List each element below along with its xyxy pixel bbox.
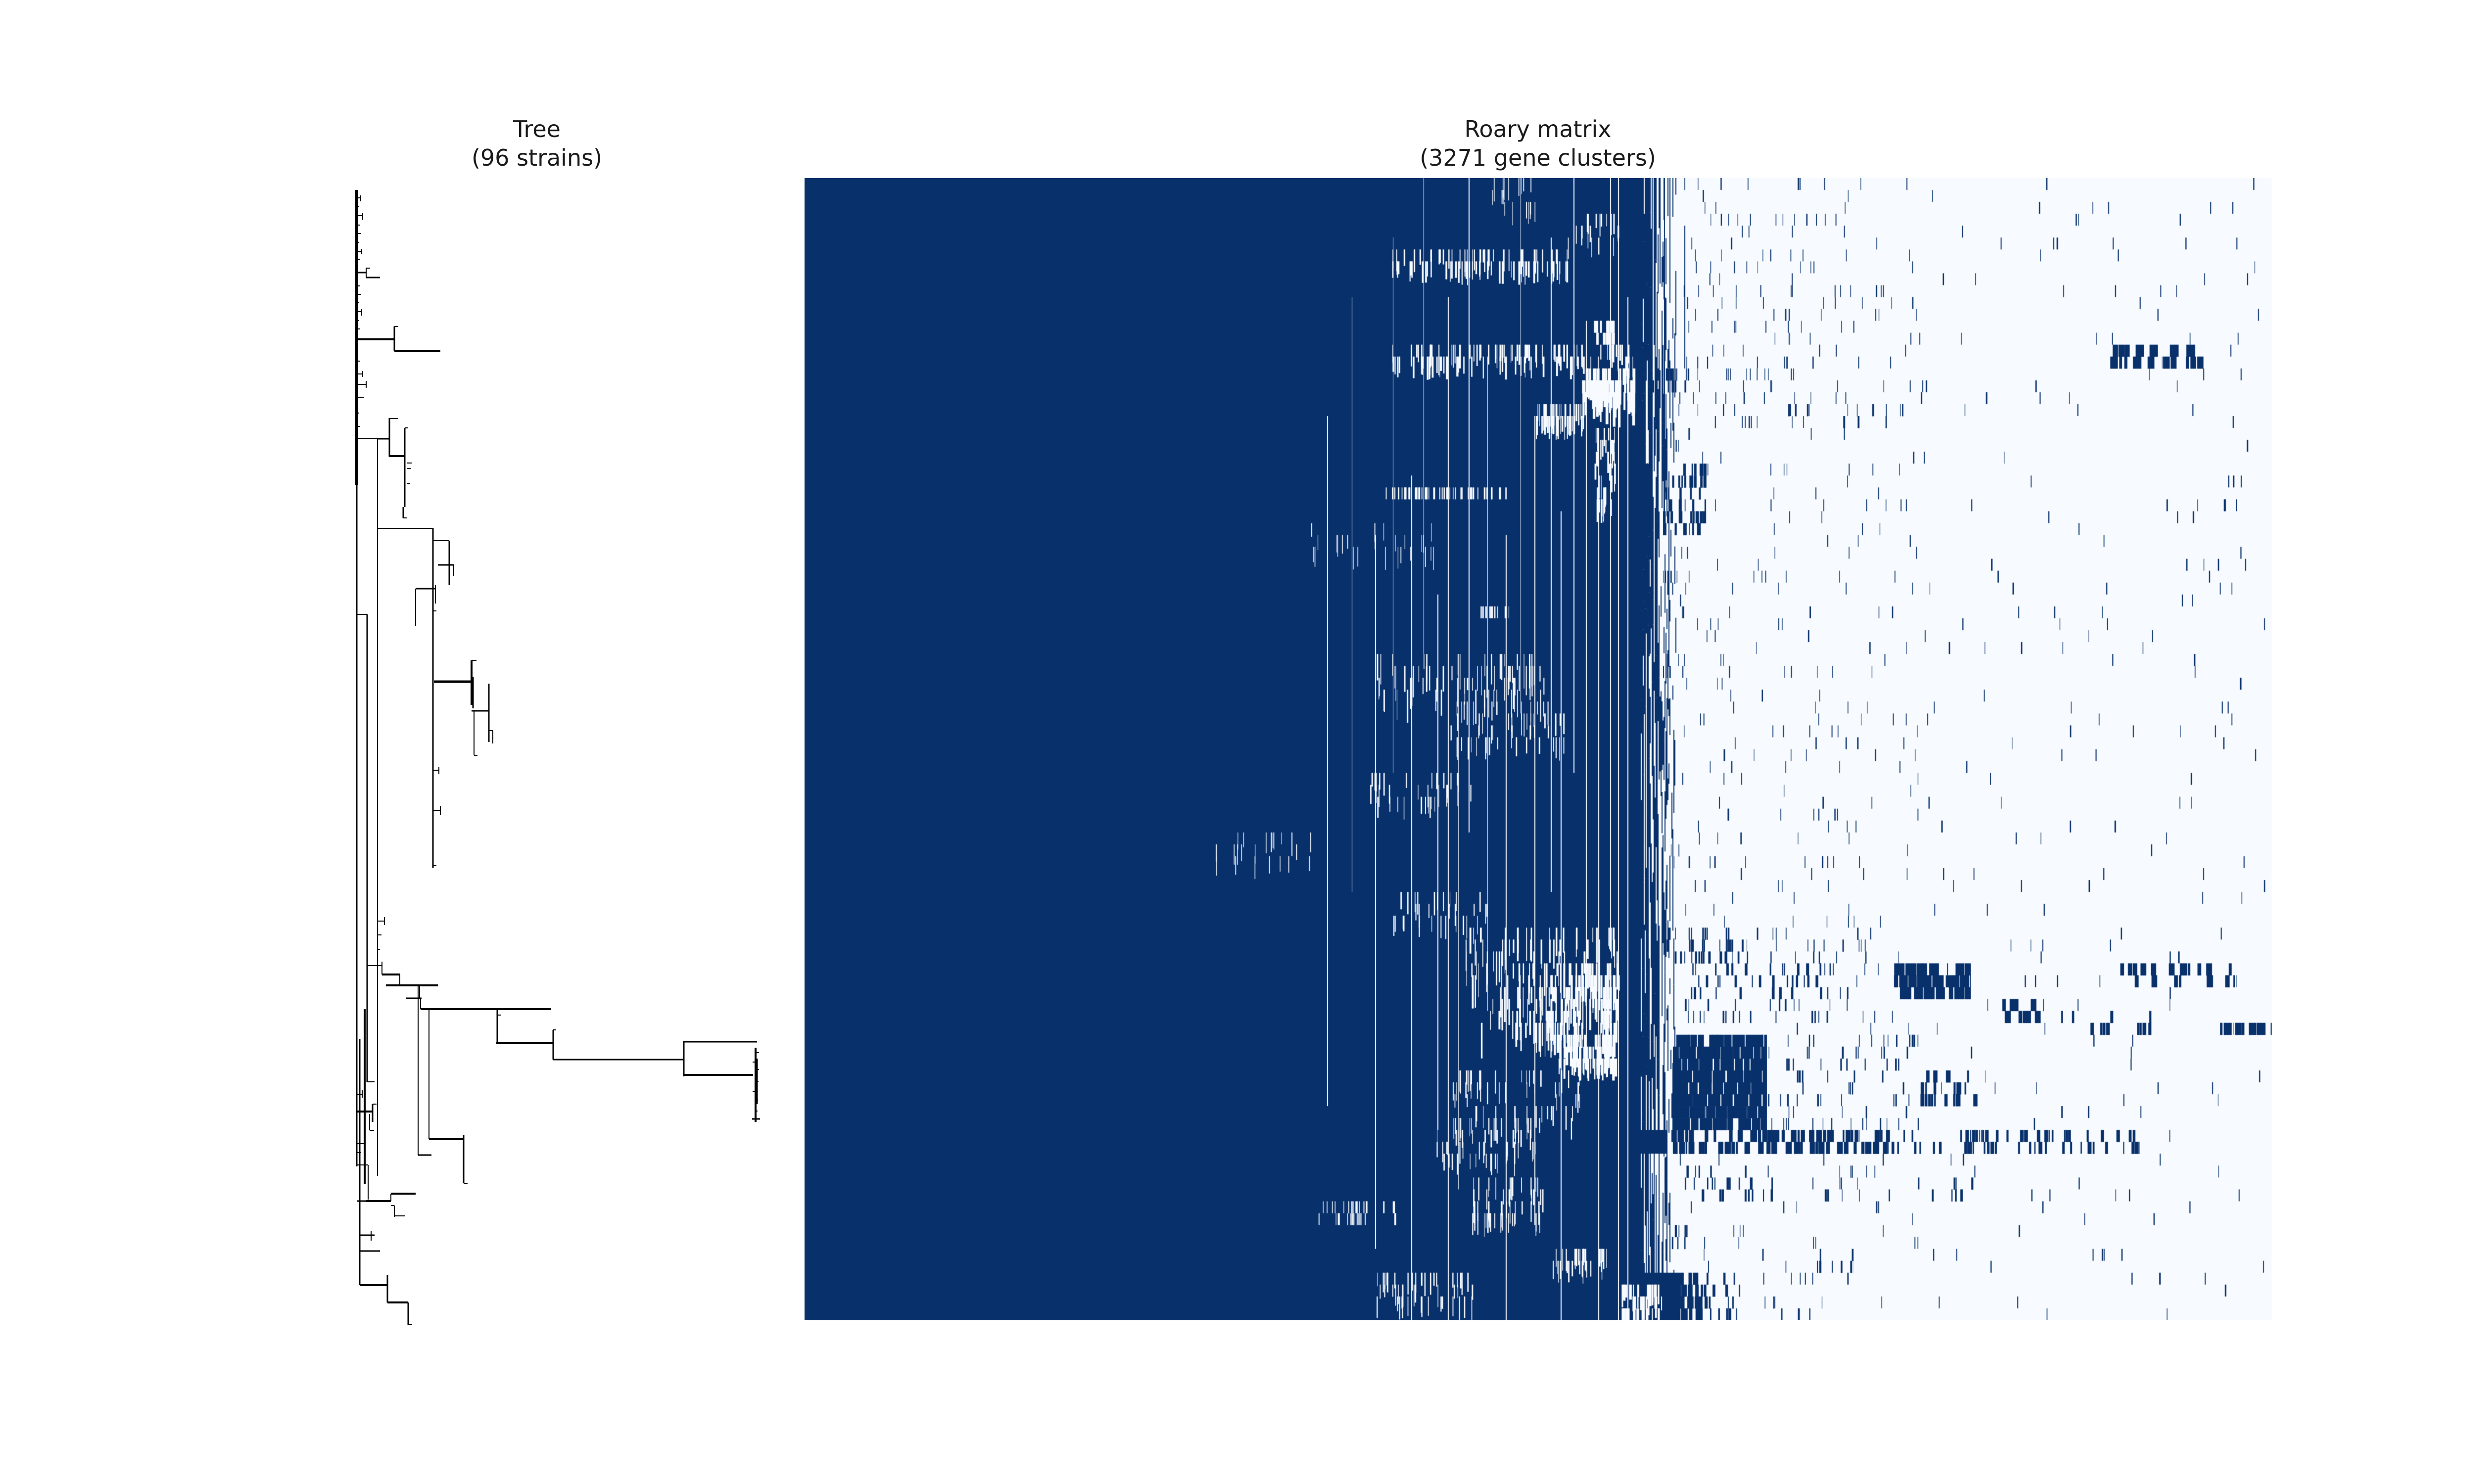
- matrix-title-line1: Roary matrix: [1464, 116, 1612, 142]
- matrix-panel-title: Roary matrix (3271 gene clusters): [1420, 115, 1656, 172]
- roary-matrix-heatmap: [805, 178, 2272, 1320]
- tree-panel-title: Tree (96 strains): [472, 115, 602, 172]
- tree-title-line2: (96 strains): [471, 144, 603, 171]
- matrix-title-line2: (3271 gene clusters): [1420, 144, 1656, 171]
- tree-title-line1: Tree: [513, 116, 561, 142]
